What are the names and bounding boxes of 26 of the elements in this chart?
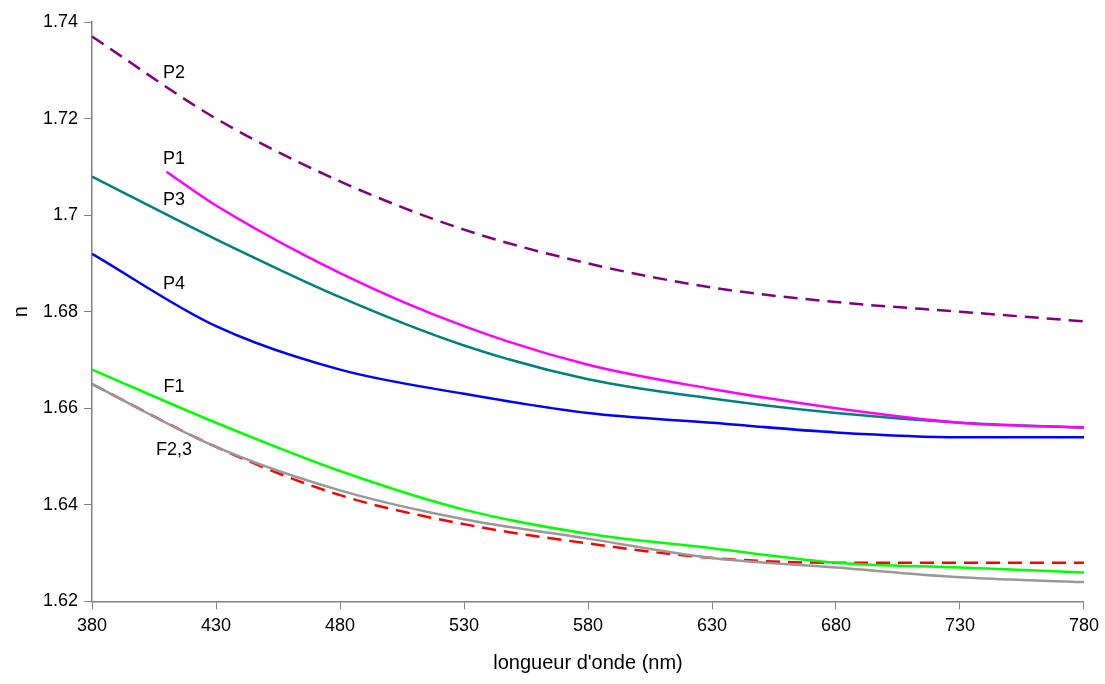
- x-tick-label: 580: [572, 615, 604, 636]
- x-tick-label: 730: [944, 615, 976, 636]
- x-tick-label: 680: [820, 615, 852, 636]
- y-tick-label: 1.66: [42, 397, 79, 418]
- line-series: [92, 35, 1084, 323]
- x-tick-label: 780: [1068, 615, 1100, 636]
- x-tick-label: 380: [77, 615, 108, 636]
- y-tick-label: 1.64: [42, 493, 79, 514]
- series-label: P3: [163, 188, 186, 209]
- series-label: F2,3: [156, 438, 193, 459]
- y-tick-label: 1.74: [42, 10, 79, 31]
- y-tick-label: 1.62: [42, 590, 79, 611]
- y-tick-label: 1.68: [42, 300, 79, 321]
- y-axis-title: n: [8, 306, 31, 318]
- x-tick-label: 530: [448, 615, 480, 636]
- series-label: P4: [163, 272, 186, 293]
- x-tick-label: 430: [201, 615, 232, 636]
- y-tick-label: 1.7: [53, 204, 79, 225]
- series-label: F1: [163, 375, 185, 396]
- series-label: P2: [163, 61, 186, 82]
- line-series: [92, 252, 1084, 439]
- x-tick-label: 630: [696, 615, 728, 636]
- x-axis-title: longueur d'onde (nm): [493, 650, 683, 673]
- x-tick-label: 480: [325, 615, 356, 636]
- series-label: P1: [163, 147, 186, 168]
- y-tick-label: 1.72: [42, 107, 79, 128]
